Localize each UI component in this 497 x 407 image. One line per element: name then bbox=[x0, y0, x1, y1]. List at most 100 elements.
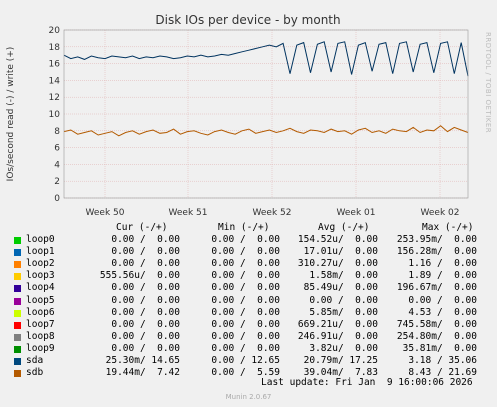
legend-loop2-cur: 0.00 / 0.00 bbox=[111, 258, 180, 270]
chart: Disk IOs per device - by month IOs/secon… bbox=[6, 13, 469, 218]
legend-loop1-cur: 0.00 / 0.00 bbox=[111, 246, 180, 258]
legend-swatch-loop6 bbox=[14, 309, 21, 317]
y-tick-label: 8 bbox=[54, 127, 60, 137]
legend-loop0-name: loop0 bbox=[26, 234, 55, 245]
legend-swatch-loop3 bbox=[14, 273, 21, 281]
legend-loop9-min: 0.00 / 0.00 bbox=[211, 342, 280, 354]
legend-loop6-name: loop6 bbox=[26, 306, 55, 318]
legend-sda-cur: 25.30m/ 14.65 bbox=[105, 355, 180, 366]
legend-header-min: Min (-/+) bbox=[218, 222, 270, 233]
legend-loop5-name: loop5 bbox=[26, 294, 55, 306]
legend-loop3-min: 0.00 / 0.00 bbox=[211, 270, 280, 282]
legend-swatch-loop1 bbox=[14, 249, 21, 257]
legend-sda-avg: 20.79m/ 17.25 bbox=[303, 355, 378, 366]
series-lines bbox=[63, 41, 469, 137]
legend-loop5-cur: 0.00 / 0.00 bbox=[111, 294, 180, 306]
last-update: Last update: Fri Jan 9 16:00:06 2026 bbox=[261, 377, 473, 388]
legend-loop3-name: loop3 bbox=[26, 270, 55, 282]
legend-swatch-loop5 bbox=[14, 297, 21, 305]
legend-loop2-min: 0.00 / 0.00 bbox=[211, 258, 280, 270]
legend-loop3-cur: 555.56u/ 0.00 bbox=[99, 270, 180, 282]
y-tick-label: 10 bbox=[49, 110, 61, 120]
legend-header-cur: Cur (-/+) bbox=[116, 222, 168, 233]
legend-swatch-loop7 bbox=[14, 321, 21, 329]
legend-loop5-max: 0.00 / 0.00 bbox=[408, 294, 477, 306]
munin-version: Munin 2.0.67 bbox=[225, 393, 272, 401]
legend-swatch-loop4 bbox=[14, 285, 21, 293]
x-tick-label: Week 51 bbox=[169, 208, 208, 218]
legend-header-avg: Avg (-/+) bbox=[318, 222, 370, 233]
legend-sda-max: 3.18 / 35.06 bbox=[408, 355, 477, 366]
legend-loop9-avg: 3.82u/ 0.00 bbox=[309, 342, 378, 354]
legend-loop9-cur: 0.00 / 0.00 bbox=[111, 342, 180, 354]
y-tick-label: 18 bbox=[49, 43, 61, 53]
legend-loop4-avg: 85.49u/ 0.00 bbox=[303, 282, 378, 294]
x-tick-label: Week 02 bbox=[421, 208, 460, 218]
legend-loop6-cur: 0.00 / 0.00 bbox=[111, 306, 180, 318]
legend-loop1-avg: 17.01u/ 0.00 bbox=[303, 246, 378, 258]
legend-loop7-cur: 0.00 / 0.00 bbox=[111, 318, 180, 330]
y-tick-label: 12 bbox=[49, 93, 60, 103]
x-tick-label: Week 52 bbox=[253, 208, 292, 218]
legend-swatch-loop0 bbox=[14, 237, 21, 244]
legend-swatch-sda bbox=[14, 358, 21, 365]
legend-swatch-loop9 bbox=[14, 345, 21, 353]
legend-loop1-max: 156.28m/ 0.00 bbox=[396, 246, 477, 258]
legend-swatch-sdb bbox=[14, 370, 21, 378]
legend-swatch-loop2 bbox=[14, 261, 21, 269]
legend-loop0-cur: 0.00 / 0.00 bbox=[111, 234, 180, 245]
rrdtool-watermark: RRDTOOL / TOBI OETIKER bbox=[484, 32, 492, 134]
legend-loop4-cur: 0.00 / 0.00 bbox=[111, 282, 180, 294]
legend-sdb-max: 8.43 / 21.69 bbox=[408, 367, 477, 379]
legend-header-max: Max (-/+) bbox=[422, 222, 474, 233]
legend-sda-name: sda bbox=[26, 355, 44, 366]
legend-loop7-name: loop7 bbox=[26, 318, 55, 330]
y-tick-label: 14 bbox=[49, 76, 61, 86]
legend-loop8-cur: 0.00 / 0.00 bbox=[111, 330, 180, 342]
x-tick-label: Week 50 bbox=[86, 208, 125, 218]
legend-loop7-max: 745.58m/ 0.00 bbox=[396, 318, 477, 330]
legend-loop5-min: 0.00 / 0.00 bbox=[211, 294, 280, 306]
y-tick-label: 0 bbox=[54, 194, 60, 204]
y-tick-label: 6 bbox=[54, 144, 60, 154]
legend-loop8-min: 0.00 / 0.00 bbox=[211, 330, 280, 342]
legend-loop4-min: 0.00 / 0.00 bbox=[211, 282, 280, 294]
legend-loop3-max: 1.89 / 0.00 bbox=[408, 270, 477, 282]
legend-loop0-min: 0.00 / 0.00 bbox=[211, 234, 280, 245]
y-ticks: 0 2 4 6 8 10 12 14 16 18 20 bbox=[49, 26, 61, 204]
y-tick-label: 20 bbox=[49, 26, 61, 36]
legend-loop7-avg: 669.21u/ 0.00 bbox=[297, 318, 378, 330]
legend-sdb-cur: 19.44m/ 7.42 bbox=[105, 367, 180, 379]
legend-loop0-avg: 154.52u/ 0.00 bbox=[297, 234, 378, 245]
x-ticks: Week 50 Week 51 Week 52 Week 01 Week 02 bbox=[86, 208, 460, 218]
legend-loop6-avg: 5.85m/ 0.00 bbox=[309, 306, 378, 318]
y-axis-label: IOs/second read (-) / write (+) bbox=[6, 47, 16, 182]
y-tick-label: 2 bbox=[54, 177, 60, 187]
legend-loop0-max: 253.95m/ 0.00 bbox=[396, 234, 477, 245]
legend-loop4-name: loop4 bbox=[26, 282, 55, 294]
legend-loop8-name: loop8 bbox=[26, 330, 55, 342]
legend-loop8-max: 254.80m/ 0.00 bbox=[396, 330, 477, 342]
y-tick-label: 4 bbox=[54, 160, 60, 170]
legend-loop1-min: 0.00 / 0.00 bbox=[211, 246, 280, 258]
y-tick-label: 16 bbox=[49, 60, 61, 70]
legend-sdb-avg: 39.04m/ 7.83 bbox=[303, 367, 378, 379]
legend-loop9-name: loop9 bbox=[26, 342, 55, 354]
legend-loop3-avg: 1.58m/ 0.00 bbox=[309, 270, 378, 282]
series-line-sdb bbox=[63, 125, 469, 137]
legend-loop7-min: 0.00 / 0.00 bbox=[211, 318, 280, 330]
legend-loop4-max: 196.67m/ 0.00 bbox=[396, 282, 477, 294]
legend-loop1-name: loop1 bbox=[26, 246, 55, 258]
legend-sda-min: 0.00 / 12.65 bbox=[211, 355, 280, 366]
legend-loop5-avg: 0.00 / 0.00 bbox=[309, 294, 378, 306]
legend-loop2-max: 1.16 / 0.00 bbox=[408, 258, 477, 270]
legend-loop8-avg: 246.91u/ 0.00 bbox=[297, 330, 378, 342]
legend-sdb-min: 0.00 / 5.59 bbox=[211, 367, 280, 379]
x-tick-label: Week 01 bbox=[337, 208, 376, 218]
legend-loop6-max: 4.53 / 0.00 bbox=[408, 306, 477, 318]
series-line-sda bbox=[63, 41, 469, 77]
legend-swatch-loop8 bbox=[14, 333, 21, 341]
legend-loop2-avg: 310.27u/ 0.00 bbox=[297, 258, 378, 270]
chart-title: Disk IOs per device - by month bbox=[155, 13, 340, 27]
